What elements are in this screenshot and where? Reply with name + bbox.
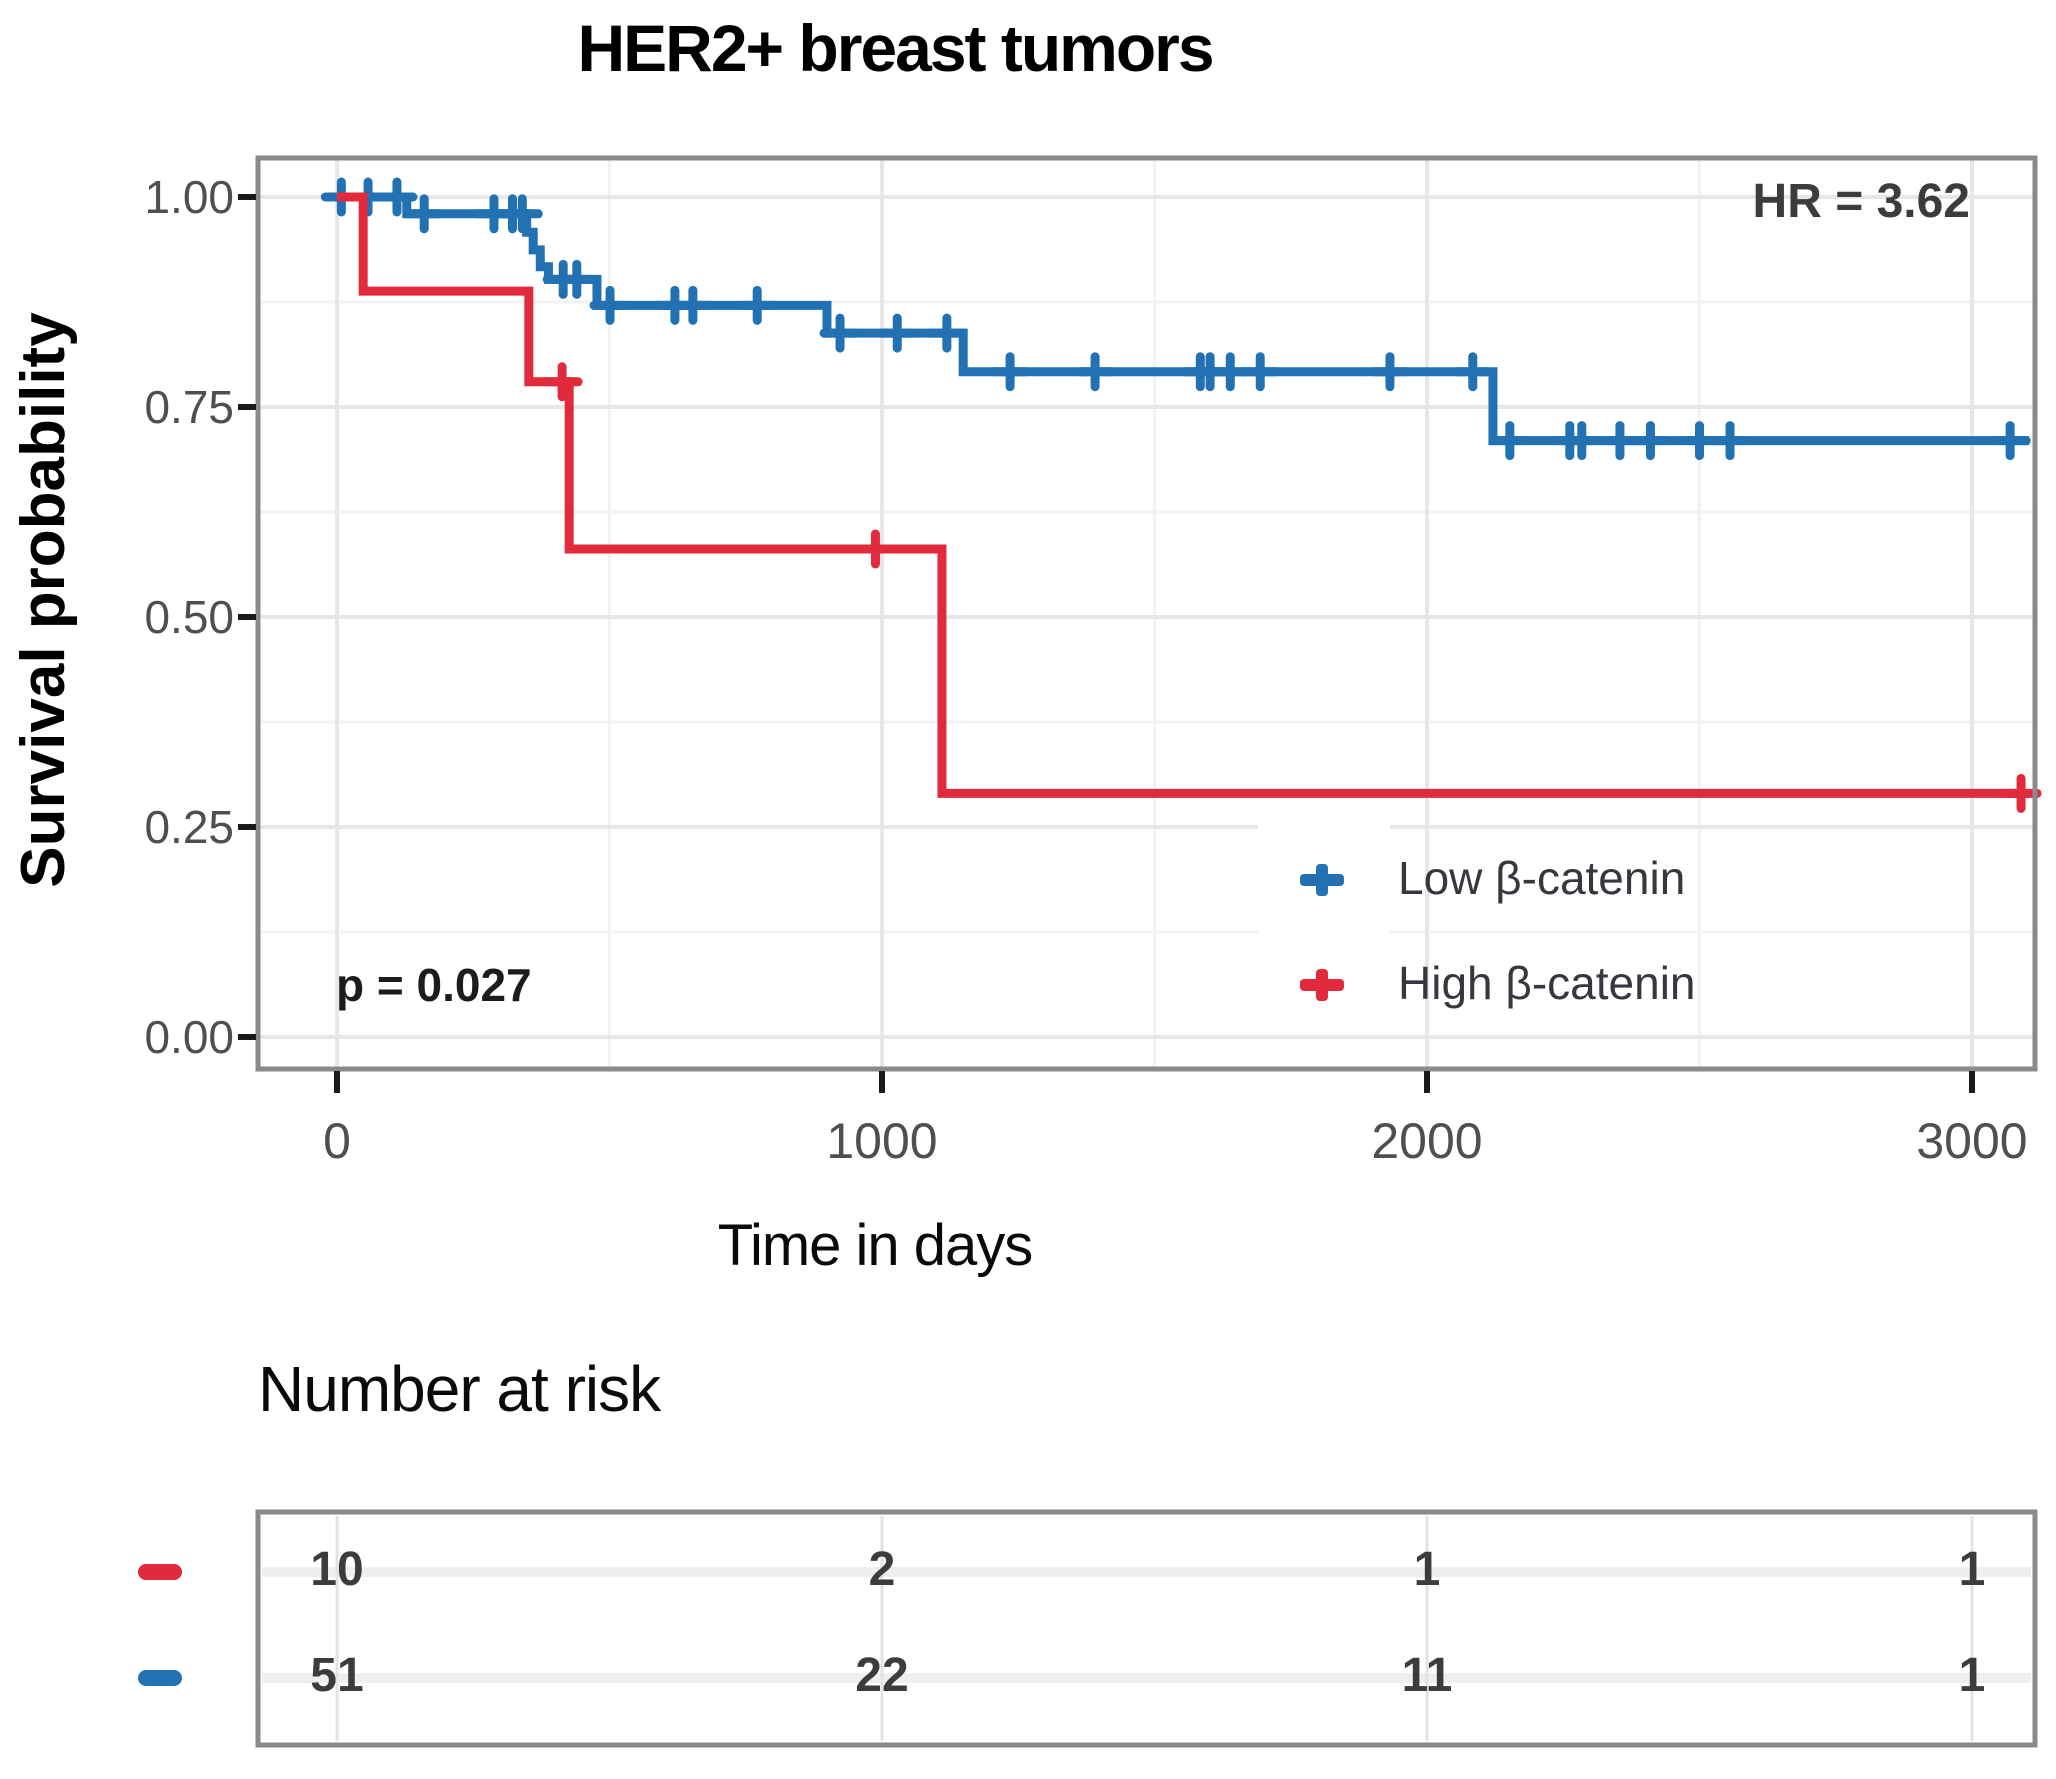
legend-plus-icon-high (1300, 963, 1344, 1007)
risk-value: 1 (1958, 1649, 1986, 1702)
legend: Low β-catenin High β-catenin (1258, 820, 1918, 1035)
survival-curve-low (337, 192, 2030, 446)
x-tick-label: 3000 (1916, 1113, 2028, 1169)
hazard-ratio-annotation: HR = 3.62 (1752, 175, 1970, 228)
risk-value: 51 (310, 1649, 364, 1702)
legend-label-high: High β-catenin (1398, 957, 1696, 1009)
risk-value: 22 (855, 1649, 909, 1702)
p-value-annotation: p = 0.027 (336, 959, 532, 1011)
risk-value: 1 (1413, 1543, 1441, 1596)
y-tick-label: 0.00 (144, 1011, 234, 1063)
legend-plus-icon-low (1300, 858, 1344, 902)
x-tick-label: 2000 (1371, 1113, 1483, 1169)
y-axis-title: Survival probability (9, 312, 78, 888)
y-tick-label: 0.75 (144, 381, 234, 433)
risk-table-border (255, 1509, 2038, 1748)
x-axis-title: Time in days (717, 1213, 1034, 1278)
x-tick-label: 1000 (826, 1113, 938, 1169)
risk-table-heading: Number at risk (258, 1353, 661, 1425)
risk-group-dash-icon (138, 1670, 182, 1686)
survival-curve-high (337, 192, 2030, 798)
risk-value: 11 (1401, 1649, 1453, 1702)
risk-value: 2 (868, 1543, 896, 1596)
x-tick-label: 0 (323, 1113, 351, 1169)
plot-panel-border (255, 155, 2038, 1072)
y-tick-label: 1.00 (144, 171, 234, 223)
risk-value: 10 (310, 1543, 364, 1596)
y-tick-label: 0.25 (144, 801, 234, 853)
risk-group-dash-icon (138, 1564, 182, 1580)
risk-value: 1 (1958, 1543, 1986, 1596)
y-tick-label: 0.50 (144, 591, 234, 643)
chart-title: HER2+ breast tumors (577, 11, 1214, 85)
legend-label-low: Low β-catenin (1398, 852, 1686, 904)
